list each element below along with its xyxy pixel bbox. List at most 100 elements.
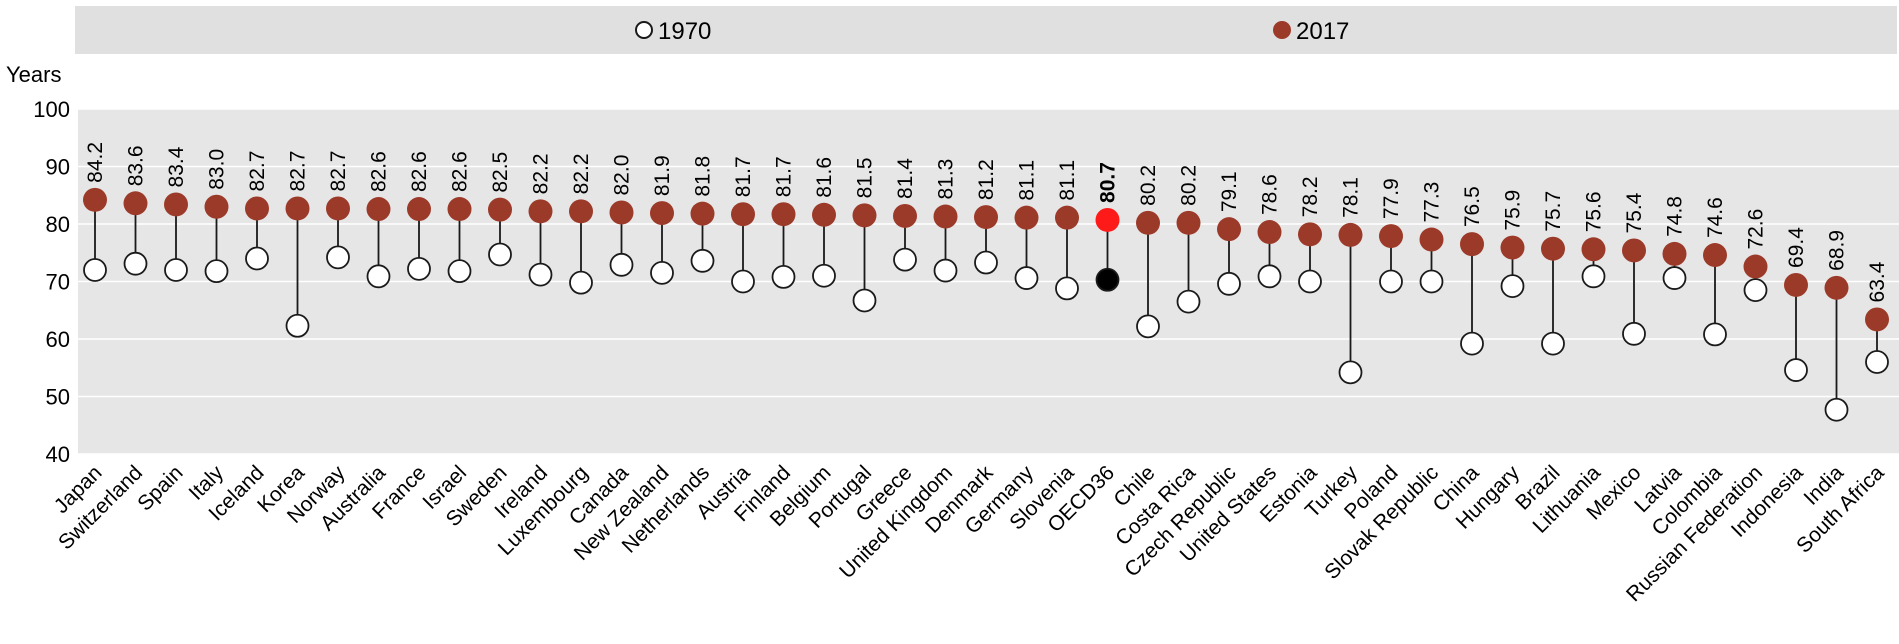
data-label: 81.8	[692, 156, 715, 197]
dot-1970	[285, 313, 310, 338]
data-label: 80.2	[1178, 165, 1201, 206]
dot-2017	[1541, 236, 1565, 261]
dot-2017	[1257, 220, 1282, 245]
y-tick-label: 90	[46, 155, 70, 180]
dot-2017	[407, 197, 431, 222]
dot-1970	[123, 251, 148, 276]
data-label: 82.7	[327, 151, 350, 192]
dot-2017	[1865, 307, 1889, 332]
dot-2017	[245, 196, 269, 221]
dot-1970	[893, 247, 917, 272]
dot-2017	[1662, 241, 1687, 266]
data-label: 81.7	[732, 156, 755, 197]
data-label: 81.4	[894, 158, 917, 199]
dot-1970	[812, 263, 836, 288]
data-label: 82.6	[449, 151, 472, 192]
data-label: 78.6	[1259, 174, 1282, 215]
dot-1970	[1460, 331, 1484, 356]
y-tick-label: 100	[33, 97, 70, 122]
dot-2017	[893, 203, 917, 228]
dot-2017	[609, 200, 634, 225]
dot-1970	[83, 258, 107, 282]
legend-marker-1970	[635, 21, 653, 39]
data-label: 75.4	[1623, 192, 1646, 233]
dot-1970	[528, 262, 553, 287]
dot-1970	[650, 260, 674, 285]
data-label: 83.6	[125, 145, 148, 186]
data-label: 74.6	[1704, 197, 1727, 238]
dot-2017	[1581, 237, 1606, 262]
data-label: 81.3	[935, 159, 958, 200]
dot-2017	[771, 202, 796, 227]
data-label: 76.5	[1461, 186, 1484, 227]
dot-1970	[771, 264, 796, 289]
data-label: 75.7	[1542, 191, 1565, 232]
dot-1970	[1014, 266, 1039, 290]
dot-1970	[1581, 264, 1606, 289]
data-label: 74.8	[1664, 196, 1687, 237]
data-label: 82.6	[368, 151, 391, 192]
data-label: 78.2	[1299, 176, 1322, 217]
dot-1970	[1055, 276, 1079, 301]
dot-1970	[1176, 289, 1201, 314]
dot-1970	[407, 256, 431, 281]
dot-2017	[1419, 227, 1444, 252]
y-axis: 40 50 60 70 80 90 100	[33, 97, 70, 467]
data-label: 79.1	[1218, 171, 1241, 212]
dot-1970	[1662, 266, 1687, 290]
dot-1970	[1338, 360, 1363, 385]
legend-item-1970: 1970	[635, 18, 711, 45]
dot-2017	[1136, 210, 1160, 235]
y-tick-label: 80	[46, 212, 70, 237]
data-label: 81.5	[854, 158, 877, 199]
data-label: 81.6	[813, 157, 836, 198]
dot-1970	[1824, 397, 1849, 422]
dot-2017	[164, 192, 188, 217]
data-label: 83.0	[206, 149, 229, 190]
dot-2017	[974, 205, 998, 230]
dot-2017	[326, 196, 350, 221]
dot-1970	[852, 288, 877, 313]
dot-2017	[812, 202, 836, 227]
data-label: 81.2	[975, 159, 998, 200]
series-1970	[83, 242, 1889, 422]
dot-1970	[1095, 267, 1120, 292]
dot-2017	[1784, 272, 1808, 297]
data-label: 82.7	[287, 151, 310, 192]
dot-1970	[569, 270, 593, 295]
dot-2017	[488, 197, 512, 222]
data-label: 77.3	[1421, 182, 1444, 223]
data-label: 82.2	[570, 153, 593, 194]
data-label: 75.9	[1502, 190, 1525, 231]
dot-2017	[1379, 224, 1403, 249]
data-label: 82.5	[489, 152, 512, 193]
dot-1970	[488, 242, 512, 267]
dot-2017	[690, 201, 715, 226]
dot-2017	[1743, 254, 1768, 279]
data-label: 78.1	[1340, 177, 1363, 218]
data-label: 83.4	[165, 146, 188, 187]
legend-bar	[75, 6, 1897, 54]
legend-label-1970: 1970	[658, 18, 711, 45]
dot-2017	[933, 204, 958, 229]
y-tick-label: 50	[46, 385, 70, 410]
y-tick-label: 40	[46, 442, 70, 467]
dot-1970	[366, 264, 391, 289]
data-label: 81.1	[1056, 160, 1079, 201]
dot-2017	[366, 197, 391, 222]
data-label: 81.9	[651, 155, 674, 196]
dot-2017	[83, 187, 107, 212]
dot-1970	[974, 250, 998, 275]
data-label: 82.2	[530, 153, 553, 194]
dot-1970	[609, 252, 634, 277]
dot-2017	[1703, 243, 1727, 268]
dot-1970	[447, 259, 472, 284]
dot-1970	[1419, 269, 1444, 294]
data-label: 80.7	[1097, 162, 1120, 203]
data-label: 84.2	[84, 142, 107, 183]
data-label: 81.1	[1016, 160, 1039, 201]
legend-label-2017: 2017	[1296, 18, 1349, 45]
dot-1970	[1500, 274, 1525, 299]
data-labels: 84.2 83.6 83.4 83.0 82.7 82.7 82.7 82.6 82.6 82.6…	[84, 142, 1889, 302]
data-label: 75.6	[1583, 191, 1606, 232]
